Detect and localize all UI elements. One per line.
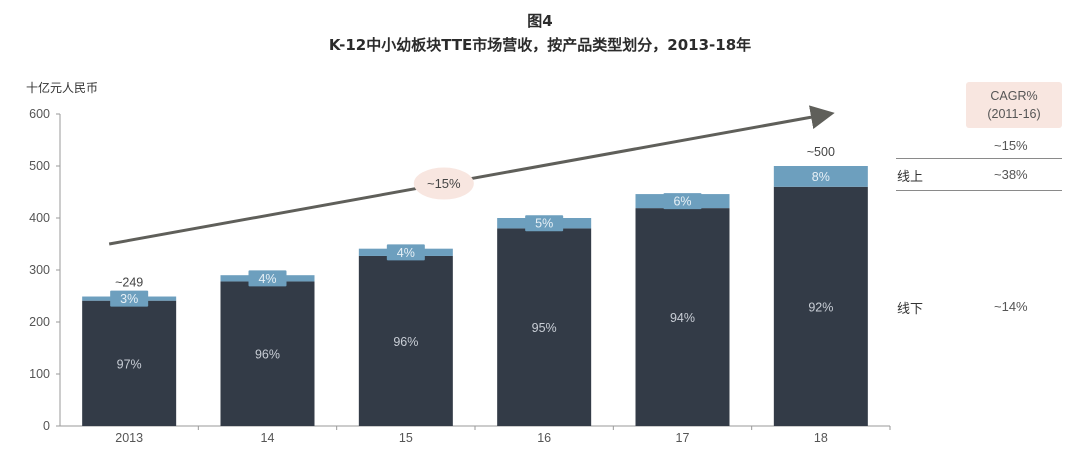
y-axis-title: 十亿元人民币	[26, 80, 98, 95]
data-label-online: 4%	[397, 246, 415, 260]
bar-offline-14	[220, 281, 315, 426]
cagr-row-offline-name: 线下	[897, 302, 924, 317]
cagr-header-period: (2011-16)	[987, 107, 1041, 121]
y-tick-label: 200	[29, 315, 50, 329]
y-tick-label: 600	[29, 107, 50, 121]
data-label-offline: 95%	[532, 321, 557, 335]
bar-offline-18	[773, 186, 868, 426]
trend-label: ~15%	[427, 176, 461, 191]
data-label-online: 6%	[673, 195, 691, 209]
data-label-offline: 96%	[393, 335, 418, 349]
total-label-18: ~500	[807, 145, 835, 159]
data-label-offline: 96%	[255, 348, 280, 362]
bar-offline-17	[635, 208, 730, 426]
x-tick-label: 2013	[115, 431, 143, 445]
x-tick-label: 17	[676, 431, 690, 445]
data-label-online-badge	[525, 215, 564, 232]
data-label-online-badge	[248, 270, 287, 287]
bar-offline-16	[497, 228, 592, 426]
cagr-total-value: ~15%	[994, 138, 1028, 153]
data-label-offline: 94%	[670, 311, 695, 325]
cagr-row-online-value: ~38%	[994, 167, 1028, 182]
trend-badge	[413, 167, 474, 200]
cagr-row-offline-value: ~14%	[994, 299, 1028, 314]
bar-offline-2013	[82, 300, 177, 426]
cagr-header: CAGR% (2011-16)	[966, 82, 1062, 128]
data-label-online-badge	[110, 290, 149, 307]
y-tick-label: 400	[29, 211, 50, 225]
x-tick-label: 15	[399, 431, 413, 445]
cagr-row-online-name: 线上	[897, 170, 924, 185]
data-label-offline: 92%	[808, 300, 833, 314]
data-label-online: 8%	[812, 170, 830, 184]
data-label-online: 4%	[258, 272, 276, 286]
data-label-online-badge	[663, 193, 702, 210]
figure-number: 图4	[527, 12, 553, 30]
total-label-2013: ~249	[115, 276, 143, 290]
x-tick-label: 18	[814, 431, 828, 445]
y-tick-label: 0	[43, 419, 50, 433]
data-label-offline: 97%	[117, 357, 142, 371]
y-tick-label: 300	[29, 263, 50, 277]
cagr-divider-bottom	[896, 190, 1062, 191]
cagr-header-label: CAGR%	[990, 89, 1038, 103]
y-tick-label: 500	[29, 159, 50, 173]
cagr-divider-top	[896, 158, 1062, 159]
chart-title: K-12中小幼板块TTE市场营收，按产品类型划分，2013-18年	[328, 36, 752, 54]
data-label-online-badge	[801, 168, 840, 185]
data-label-online: 3%	[120, 292, 138, 306]
x-tick-label: 14	[261, 431, 275, 445]
bar-offline-15	[358, 255, 453, 426]
data-label-online-badge	[386, 244, 425, 261]
data-label-online: 5%	[535, 217, 553, 231]
x-tick-label: 16	[537, 431, 551, 445]
y-tick-label: 100	[29, 367, 50, 381]
